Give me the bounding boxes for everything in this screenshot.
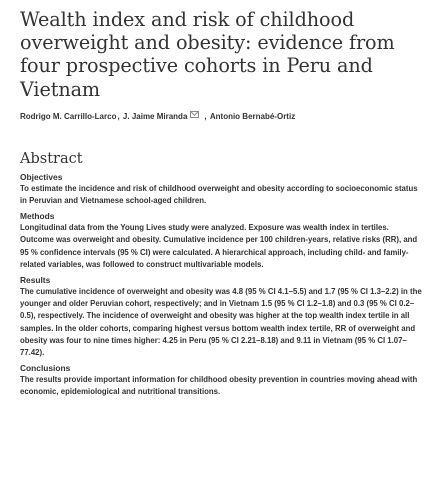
article-page: Wealth index and risk of childhood overw… bbox=[20, 8, 422, 399]
section-heading: Conclusions bbox=[20, 363, 71, 374]
abstract-heading: Abstract bbox=[20, 150, 83, 167]
section-heading: Methods bbox=[20, 211, 55, 222]
section-heading: Results bbox=[20, 275, 51, 286]
abstract-section-results: Results The cumulative incidence of over… bbox=[20, 275, 422, 359]
author-name[interactable]: Rodrigo M. Carrillo-Larco bbox=[20, 111, 117, 121]
author-separator: , bbox=[117, 111, 120, 121]
section-text: The results provide important informatio… bbox=[20, 375, 418, 397]
mail-icon[interactable] bbox=[190, 110, 200, 118]
section-text: Longitudinal data from the Young Lives s… bbox=[20, 223, 418, 269]
section-text: To estimate the incidence and risk of ch… bbox=[20, 183, 418, 206]
abstract-section-methods: Methods Longitudinal data from the Young… bbox=[20, 211, 422, 271]
author-separator: , bbox=[204, 111, 209, 121]
abstract-section-objectives: Objectives To estimate the incidence and… bbox=[20, 172, 422, 207]
author-name[interactable]: Antonio Bernabé-Ortiz bbox=[209, 111, 296, 121]
article-title: Wealth index and risk of childhood overw… bbox=[20, 8, 395, 101]
abstract-section-conclusions: Conclusions The results provide importan… bbox=[20, 363, 422, 398]
section-text: The cumulative incidence of overweight a… bbox=[20, 287, 422, 358]
author-name[interactable]: J. Jaime Miranda bbox=[122, 111, 188, 121]
author-list: Rodrigo M. Carrillo-Larco, J. Jaime Mira… bbox=[20, 110, 422, 121]
section-heading: Objectives bbox=[20, 171, 63, 182]
